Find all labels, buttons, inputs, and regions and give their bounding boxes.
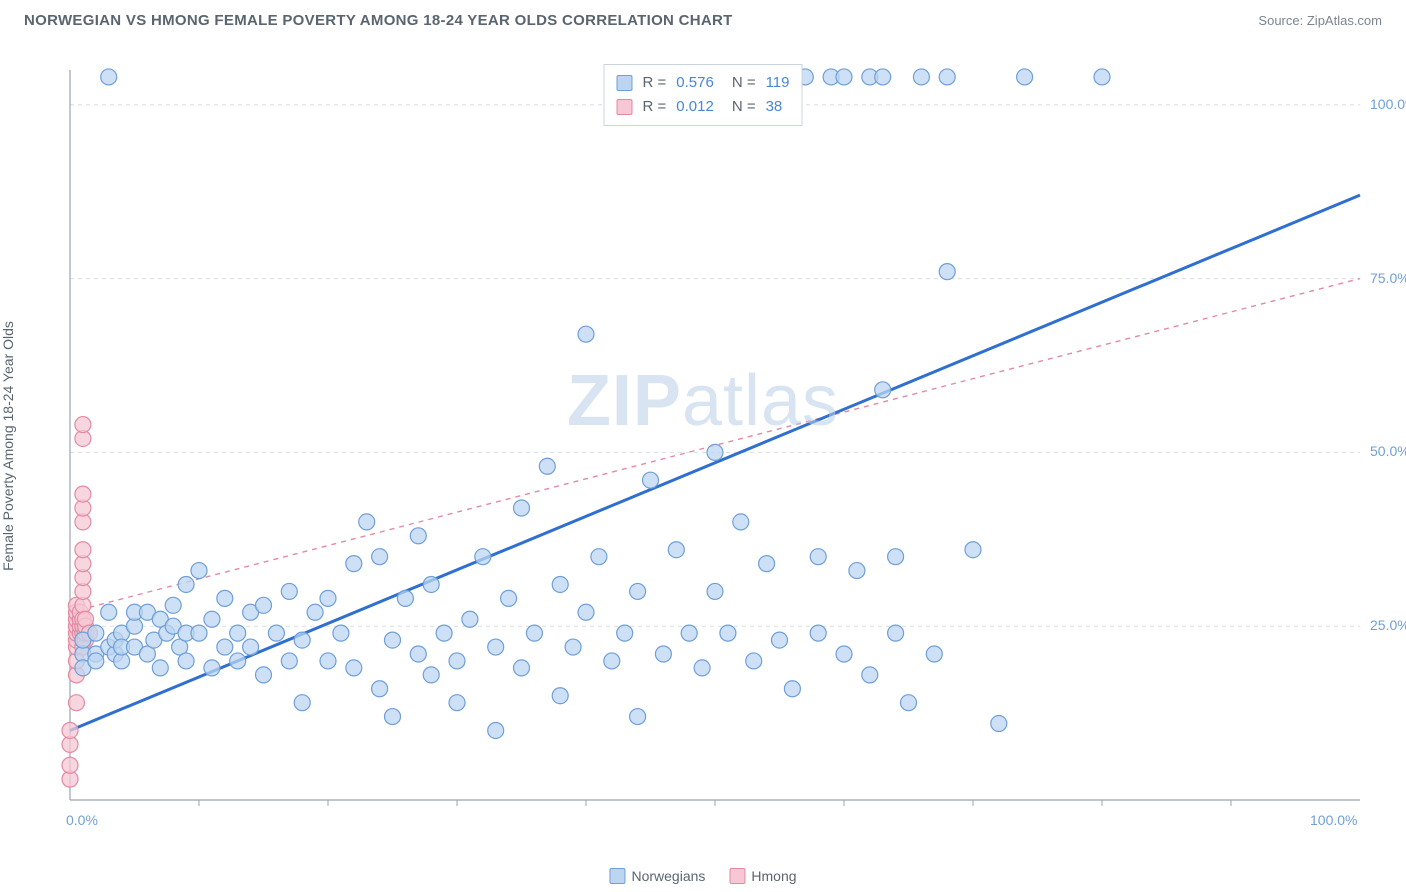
stats-row: R = 0.012 N = 38 [617,95,790,119]
stats-swatch [617,99,633,115]
stats-row: R = 0.576 N = 119 [617,71,790,95]
stats-box: R = 0.576 N = 119 R = 0.012 N = 38 [604,64,803,126]
legend-label: Hmong [751,868,796,884]
chart-area [60,60,1380,820]
legend-swatch [609,868,625,884]
y-axis-label: Female Poverty Among 18-24 Year Olds [0,321,16,571]
y-tick-label: 100.0% [1370,96,1406,112]
n-label: N = [732,95,756,119]
source-credit: Source: ZipAtlas.com [1258,13,1382,28]
y-tick-label: 75.0% [1370,270,1406,286]
x-tick-label: 0.0% [66,812,98,828]
bottom-legend: Norwegians Hmong [609,868,796,884]
chart-header: NORWEGIAN VS HMONG FEMALE POVERTY AMONG … [0,0,1406,37]
stats-swatch [617,75,633,91]
x-tick-label: 100.0% [1310,812,1357,828]
y-tick-label: 25.0% [1370,617,1406,633]
r-label: R = [643,95,667,119]
source-label: Source: [1258,13,1303,28]
r-value: 0.576 [676,71,714,95]
legend-item-norwegians[interactable]: Norwegians [609,868,705,884]
source-link[interactable]: ZipAtlas.com [1307,13,1382,28]
n-value: 119 [766,71,790,95]
scatter-plot [60,60,1380,820]
n-value: 38 [766,95,783,119]
r-value: 0.012 [676,95,714,119]
y-tick-label: 50.0% [1370,443,1406,459]
r-label: R = [643,71,667,95]
chart-title: NORWEGIAN VS HMONG FEMALE POVERTY AMONG … [24,12,733,29]
n-label: N = [732,71,756,95]
legend-label: Norwegians [631,868,705,884]
legend-swatch [729,868,745,884]
legend-item-hmong[interactable]: Hmong [729,868,796,884]
